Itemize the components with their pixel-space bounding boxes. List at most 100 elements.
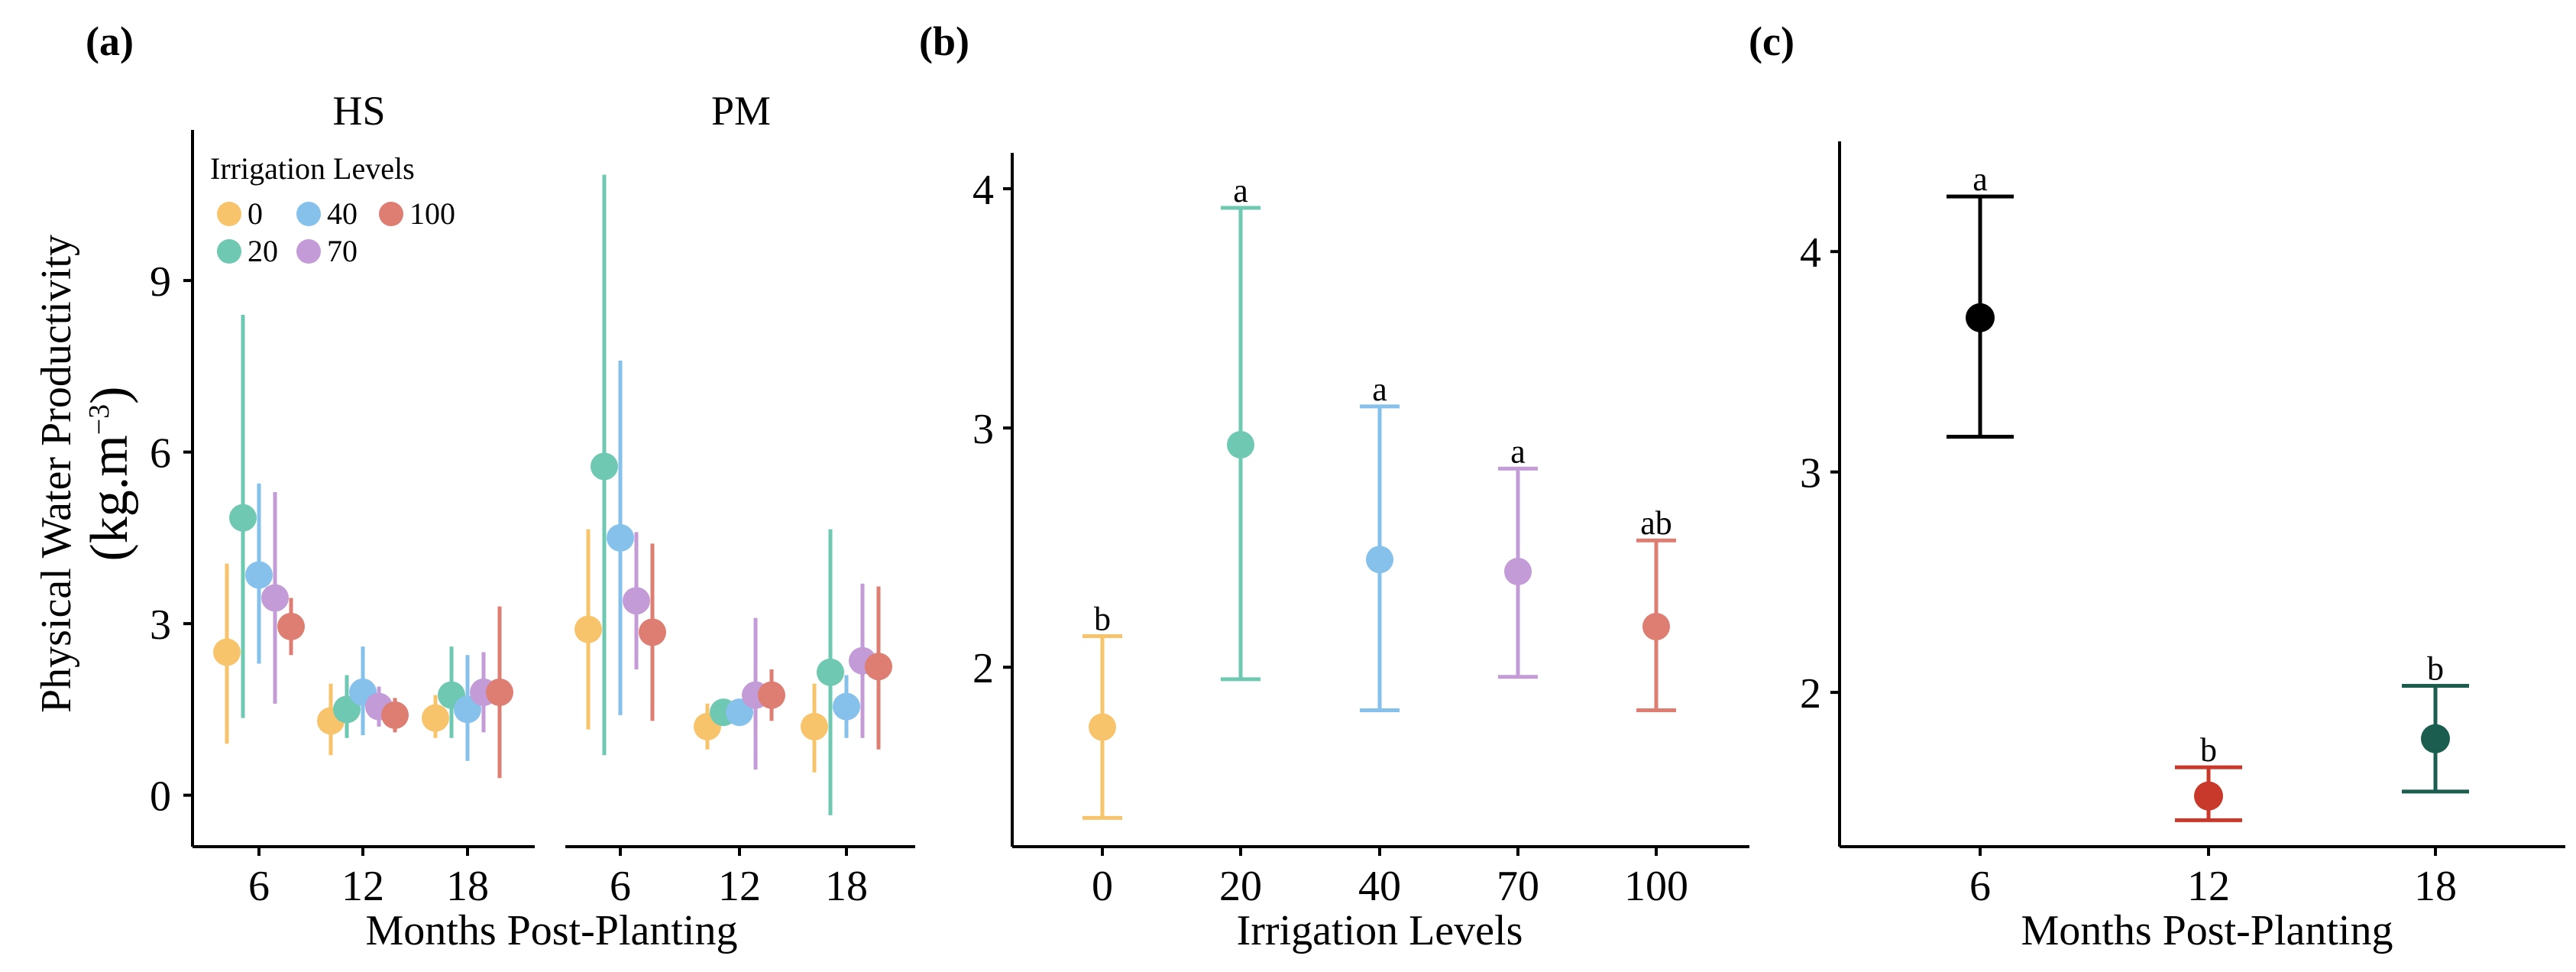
x-tick-label-b: 100	[1624, 863, 1688, 910]
legend-item-100: 100	[379, 196, 455, 231]
series-hs-0	[213, 563, 449, 756]
x-tick-label-a: 6	[610, 863, 631, 910]
data-point	[422, 704, 449, 732]
legend-item-0: 0	[217, 196, 263, 231]
legend-swatch-70	[296, 239, 321, 264]
y-axis-unit-base: (kg.m	[80, 435, 139, 561]
legend-swatch-20	[217, 239, 241, 264]
x-tick-label-a: 6	[248, 863, 270, 910]
data-point	[1504, 557, 1532, 585]
y-tick-label-c: 4	[1800, 229, 1821, 277]
data-point	[1642, 612, 1670, 640]
y-axis-title-line1: Physical Water Productivity	[33, 235, 80, 713]
y-tick-label-b: 4	[972, 167, 994, 214]
data-point	[1966, 303, 1995, 332]
y-tick-label-b: 3	[972, 406, 994, 453]
x-axis-title-a: Months Post-Planting	[366, 907, 738, 954]
x-tick-label-c: 12	[2187, 863, 2230, 910]
series-pm-0	[574, 529, 828, 773]
data-point	[245, 561, 273, 589]
point-group-c-6	[1947, 194, 2014, 439]
significance-letter-b: a	[1372, 371, 1387, 408]
data-point	[865, 653, 892, 681]
data-point	[2421, 724, 2450, 753]
significance-letter-b: a	[1233, 172, 1248, 209]
legend-label-0: 0	[248, 196, 263, 231]
data-point	[833, 692, 860, 721]
data-point	[591, 452, 618, 481]
significance-letter-c: a	[1972, 160, 1988, 198]
series-pm-70	[623, 532, 876, 770]
x-tick-label-b: 20	[1219, 863, 1262, 910]
data-point	[1366, 546, 1393, 574]
data-point	[574, 615, 602, 643]
y-tick-label-c: 3	[1800, 450, 1821, 497]
data-point	[639, 618, 666, 646]
facet-title-hs: HS	[332, 88, 385, 134]
point-group-b-20	[1221, 206, 1260, 682]
x-tick-label-c: 18	[2414, 863, 2457, 910]
point-group-c-12	[2175, 765, 2242, 822]
x-tick-label-c: 6	[1969, 863, 1991, 910]
series-hs-20	[229, 315, 465, 738]
y-axis-title-line2: (kg.m−3)	[80, 386, 139, 561]
significance-letter-b: b	[1094, 600, 1111, 637]
point-group-c-18	[2402, 683, 2469, 794]
data-point	[486, 678, 513, 706]
data-point	[758, 681, 785, 709]
data-point	[607, 523, 634, 552]
series-pm-20	[591, 174, 844, 815]
legend-swatch-100	[379, 202, 403, 226]
legend-label-40: 40	[327, 196, 358, 231]
series-pm-40	[607, 360, 860, 738]
data-point	[213, 638, 241, 666]
point-group-b-0	[1083, 633, 1122, 820]
y-tick-label-a: 3	[150, 601, 171, 649]
legend-swatch-0	[217, 202, 241, 226]
series-pm-100	[639, 543, 892, 750]
y-axis-unit-exponent: −3	[83, 404, 115, 435]
y-tick-label-a: 0	[150, 773, 171, 821]
x-tick-label-a: 12	[718, 863, 761, 910]
y-tick-label-b: 2	[972, 645, 994, 692]
series-hs-100	[277, 598, 513, 779]
x-tick-label-b: 70	[1497, 863, 1539, 910]
legend-title: Irrigation Levels	[210, 151, 415, 186]
data-point	[277, 612, 305, 640]
y-tick-label-a: 6	[150, 430, 171, 478]
significance-letter-c: b	[2200, 731, 2217, 769]
legend-label-100: 100	[409, 196, 455, 231]
x-tick-label-a: 18	[825, 863, 868, 910]
data-point	[1089, 713, 1116, 741]
data-point	[454, 695, 481, 724]
panel-c-label: (c)	[1749, 18, 1794, 64]
y-tick-label-c: 2	[1800, 670, 1821, 718]
x-tick-label-a: 12	[341, 863, 384, 910]
significance-letter-b: ab	[1640, 504, 1672, 542]
point-group-b-70	[1498, 466, 1538, 679]
legend-item-70: 70	[296, 234, 358, 268]
x-tick-label-b: 0	[1092, 863, 1113, 910]
point-group-b-100	[1636, 538, 1676, 713]
data-point	[261, 584, 289, 612]
data-point	[229, 504, 257, 532]
data-point	[381, 701, 409, 729]
data-point	[333, 695, 361, 724]
x-axis-title-c: Months Post-Planting	[2021, 907, 2393, 954]
data-point	[801, 712, 828, 740]
legend-item-20: 20	[217, 234, 278, 268]
data-point	[726, 698, 753, 727]
significance-letter-c: b	[2427, 650, 2444, 687]
panel-a-label: (a)	[86, 18, 134, 64]
data-point	[817, 658, 844, 686]
y-tick-label-a: 9	[150, 258, 171, 306]
data-point	[1227, 430, 1254, 458]
panel-b-label: (b)	[919, 18, 969, 64]
legend: Irrigation Levels 0 40 100 20 70	[210, 151, 455, 268]
legend-label-70: 70	[327, 234, 358, 268]
x-axis-title-b: Irrigation Levels	[1237, 907, 1523, 954]
y-axis-unit-close: )	[80, 386, 139, 403]
